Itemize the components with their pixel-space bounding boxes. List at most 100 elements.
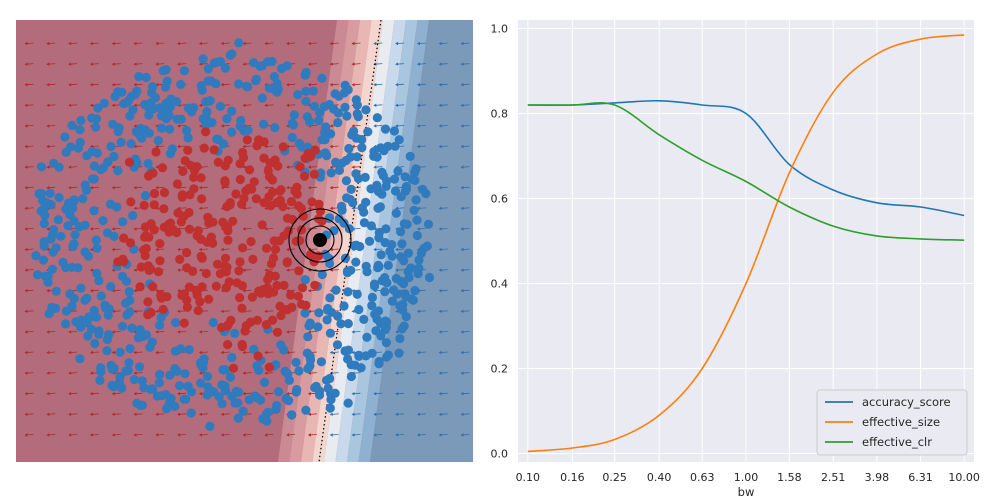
red-class-point — [126, 197, 136, 207]
gradient-arrow — [26, 372, 34, 374]
red-class-point — [218, 217, 228, 227]
gradient-arrow — [440, 63, 448, 65]
blue-class-point — [53, 215, 63, 225]
gradient-arrow-head — [177, 392, 181, 396]
x-tick-label: 1.58 — [777, 471, 802, 484]
gradient-arrow-head — [24, 330, 28, 334]
blue-class-point — [346, 184, 356, 194]
gradient-arrow-head — [198, 268, 202, 272]
blue-class-point — [82, 293, 92, 303]
blue-class-point — [423, 219, 434, 229]
blue-class-point — [412, 215, 422, 225]
blue-class-point — [70, 230, 80, 240]
blue-class-point — [69, 239, 79, 249]
blue-class-point — [316, 357, 326, 367]
blue-class-point — [352, 152, 362, 162]
red-class-point — [237, 303, 247, 313]
red-class-point — [183, 145, 193, 155]
gradient-arrow — [70, 351, 78, 353]
blue-class-point — [310, 383, 320, 393]
blue-class-point — [261, 409, 271, 419]
gradient-arrow — [48, 145, 56, 147]
gradient-arrow — [418, 125, 426, 127]
gradient-arrow-head — [68, 165, 72, 169]
blue-class-point — [126, 139, 136, 149]
gradient-arrow-head — [373, 165, 377, 169]
gradient-arrow-head — [220, 412, 224, 416]
legend-box — [816, 389, 968, 456]
y-tick-label: 0.2 — [491, 363, 509, 376]
gradient-arrow — [418, 104, 426, 106]
gradient-arrow — [91, 434, 99, 436]
gradient-arrow — [440, 392, 448, 395]
gradient-arrow-head — [24, 433, 28, 437]
blue-class-point — [313, 322, 323, 332]
blue-class-point — [183, 133, 193, 143]
red-class-point — [208, 217, 218, 227]
gradient-arrow — [397, 42, 405, 44]
gradient-arrow-head — [133, 62, 137, 66]
gradient-arrow — [200, 248, 208, 250]
gradient-arrow-head — [155, 41, 159, 46]
gradient-arrow-head — [395, 247, 399, 252]
gradient-arrow-head — [460, 103, 464, 107]
blue-class-point — [156, 123, 167, 133]
red-class-point — [235, 257, 245, 267]
gradient-arrow-head — [111, 103, 115, 107]
gradient-arrow — [91, 186, 99, 189]
gradient-arrow — [375, 104, 383, 106]
blue-class-point — [238, 406, 248, 416]
gradient-arrow-head — [416, 206, 420, 210]
gradient-arrow-head — [133, 227, 137, 231]
gradient-arrow — [440, 248, 448, 250]
gradient-arrow — [288, 104, 296, 106]
red-class-point — [140, 232, 150, 242]
gradient-arrow — [440, 372, 448, 374]
gradient-arrow — [91, 289, 99, 292]
blue-class-point — [272, 78, 282, 89]
gradient-arrow-head — [351, 165, 355, 169]
gradient-arrow — [418, 372, 426, 374]
red-class-point — [223, 235, 233, 245]
gradient-arrow — [48, 63, 56, 65]
gradient-arrow — [397, 125, 405, 127]
red-class-point — [201, 268, 211, 279]
gradient-arrow — [113, 413, 121, 415]
gradient-arrow-head — [133, 186, 137, 190]
red-class-point — [155, 239, 165, 249]
gradient-arrow-head — [438, 227, 442, 231]
gradient-arrow-head — [89, 186, 93, 190]
red-class-point — [119, 233, 129, 243]
blue-class-point — [135, 325, 145, 335]
red-class-point — [296, 225, 306, 235]
red-class-point — [223, 340, 233, 350]
gradient-arrow-head — [177, 268, 181, 272]
gradient-arrow-head — [242, 371, 246, 375]
gradient-arrow — [222, 186, 230, 189]
blue-class-point — [112, 202, 122, 212]
gradient-arrow-head — [264, 186, 268, 190]
gradient-arrow-head — [307, 206, 311, 210]
gradient-arrow-head — [460, 227, 464, 231]
blue-class-point — [333, 108, 343, 118]
red-class-point — [299, 171, 310, 181]
gradient-arrow-head — [46, 330, 50, 334]
gradient-arrow — [288, 83, 296, 86]
blue-class-point — [326, 307, 337, 317]
gradient-arrow — [440, 331, 448, 333]
red-class-point — [263, 166, 273, 176]
gradient-arrow-head — [46, 412, 50, 416]
blue-class-point — [96, 367, 106, 377]
red-class-point — [144, 265, 154, 275]
gradient-arrow-head — [24, 350, 28, 355]
blue-class-point — [378, 171, 388, 181]
gradient-arrow — [26, 413, 34, 415]
gradient-arrow-head — [329, 206, 333, 210]
blue-class-point — [179, 66, 189, 76]
gradient-arrow — [375, 63, 383, 65]
blue-class-point — [334, 165, 345, 175]
red-class-point — [298, 211, 308, 221]
gradient-arrow-head — [24, 103, 28, 107]
blue-class-point — [242, 82, 253, 92]
red-class-point — [257, 220, 267, 230]
